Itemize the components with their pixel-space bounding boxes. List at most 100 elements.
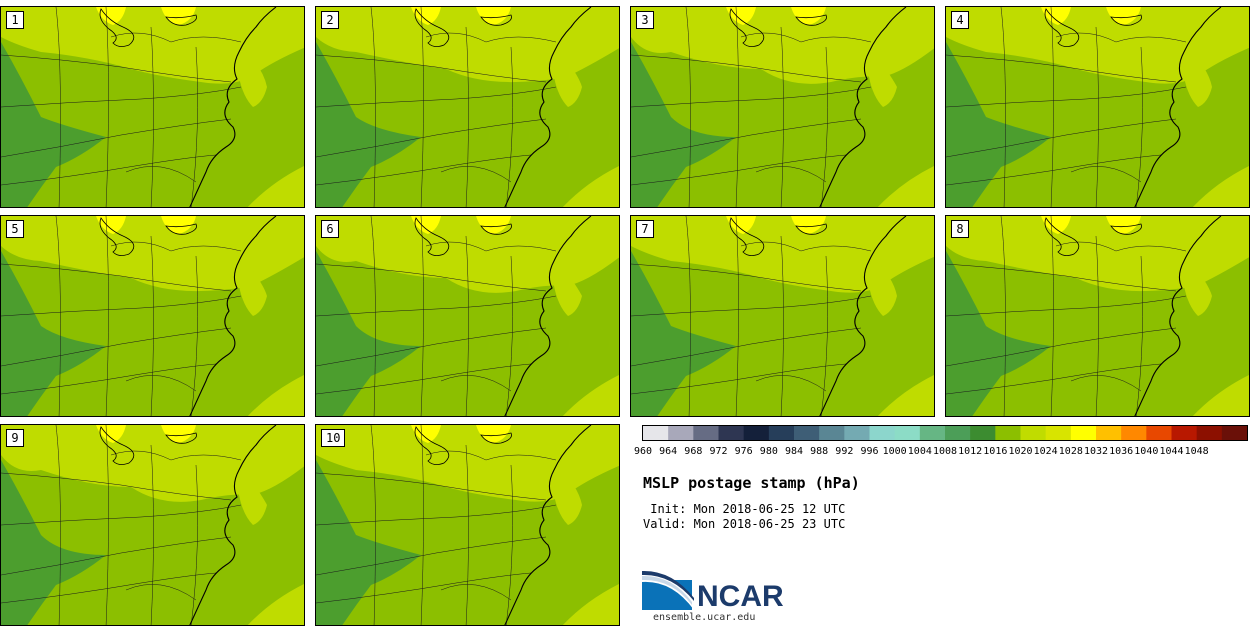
state-boundary	[465, 26, 469, 207]
member-label: 4	[951, 11, 969, 29]
pressure-1028-region	[726, 216, 756, 234]
lake-outline	[1044, 8, 1080, 47]
state-boundary	[316, 327, 547, 367]
member-label: 2	[321, 11, 339, 29]
pressure-1028-region	[726, 7, 756, 25]
lake-outline	[480, 223, 512, 235]
pressure-1016-region	[316, 42, 421, 207]
state-boundary	[316, 118, 547, 158]
lake-outline	[99, 426, 135, 465]
state-boundary	[316, 54, 547, 83]
state-boundary	[425, 450, 557, 461]
state-boundary	[755, 375, 827, 392]
state-boundary	[125, 166, 197, 183]
pressure-1028-region	[161, 7, 196, 25]
colorbar-tick: 988	[810, 446, 829, 457]
state-boundary	[370, 7, 376, 207]
state-boundary	[631, 263, 862, 292]
member-panel-4: 4	[945, 6, 1250, 208]
state-boundary	[370, 425, 376, 625]
pressure-1024-region	[316, 425, 619, 502]
colorbar-tick: 1008	[932, 446, 958, 457]
pressure-1024-region	[554, 256, 582, 316]
state-boundary	[316, 504, 557, 526]
pressure-1016-region	[946, 251, 1051, 416]
lake-outline	[165, 223, 197, 235]
coastline	[504, 425, 592, 625]
member-panel-8: 8	[945, 215, 1250, 417]
state-boundary	[190, 46, 198, 207]
pressure-1028-region	[96, 425, 126, 443]
pressure-1028-region	[161, 216, 196, 234]
colorbar-swatch	[693, 426, 719, 440]
pressure-1024-region	[239, 256, 267, 316]
colorbar-tick: 1016	[983, 446, 1008, 457]
state-boundary	[1135, 255, 1143, 416]
state-boundary	[1, 295, 242, 317]
colorbar-swatch	[919, 426, 946, 440]
pressure-1024-region	[1, 216, 304, 292]
pressure-1028-region	[1106, 7, 1141, 25]
colorbar	[642, 425, 1248, 441]
pressure-1016-region	[1, 460, 106, 625]
colorbar-swatch	[945, 426, 971, 440]
state-boundary	[780, 235, 784, 416]
state-boundary	[631, 363, 847, 395]
lake-outline	[1044, 217, 1080, 256]
colorbar-swatch	[794, 426, 820, 440]
state-boundary	[946, 118, 1177, 158]
colorbar-tick: 1000	[882, 446, 907, 457]
colorbar-swatch	[743, 426, 770, 440]
pressure-1016-region	[631, 42, 736, 207]
lake-outline	[729, 8, 765, 47]
colorbar-swatch	[668, 426, 694, 440]
pressure-1024-region	[631, 7, 934, 84]
pressure-1024-region	[946, 7, 1249, 84]
coastline	[819, 216, 907, 416]
colorbar-tick: 1040	[1134, 446, 1159, 457]
pressure-1028-region	[411, 7, 441, 25]
colorbar-swatch	[1121, 426, 1147, 440]
state-boundary	[1, 54, 232, 83]
pressure-1024-region	[554, 47, 582, 107]
state-boundary	[425, 32, 557, 43]
member-label: 3	[636, 11, 654, 29]
pressure-1024-region	[1192, 375, 1249, 416]
state-boundary	[631, 86, 872, 108]
state-boundary	[946, 86, 1187, 108]
state-boundary	[1, 363, 217, 395]
pressure-1028-region	[791, 7, 826, 25]
pressure-1024-region	[631, 216, 934, 293]
member-panel-7: 7	[630, 215, 935, 417]
mslp-map	[946, 7, 1249, 207]
state-boundary	[150, 26, 154, 207]
coastline	[189, 7, 277, 207]
colorbar-swatch	[894, 426, 921, 440]
coastline	[1134, 216, 1222, 416]
member-panel-3: 3	[630, 6, 935, 208]
state-boundary	[631, 154, 847, 186]
state-boundary	[1070, 375, 1142, 392]
ncar-url: ensemble.ucar.edu	[653, 612, 756, 623]
state-boundary	[316, 154, 532, 186]
state-boundary	[440, 166, 512, 183]
state-boundary	[190, 255, 198, 416]
colorbar-swatch	[1096, 426, 1122, 440]
pressure-1024-region	[1, 7, 304, 84]
colorbar-swatch	[970, 426, 996, 440]
colorbar-swatch	[1146, 426, 1172, 440]
colorbar-swatch	[718, 426, 745, 440]
state-boundary	[505, 255, 513, 416]
state-boundary	[1095, 235, 1099, 416]
state-boundary	[55, 425, 61, 625]
state-boundary	[1055, 241, 1187, 252]
mslp-map	[1, 7, 304, 207]
pressure-1016-region	[1, 42, 106, 207]
member-panel-2: 2	[315, 6, 620, 208]
pressure-1028-region	[411, 425, 441, 443]
pressure-1024-region	[247, 166, 304, 207]
member-label: 5	[6, 220, 24, 238]
pressure-1024-region	[869, 256, 897, 316]
ncar-logo-icon	[642, 570, 694, 610]
state-boundary	[946, 54, 1177, 83]
